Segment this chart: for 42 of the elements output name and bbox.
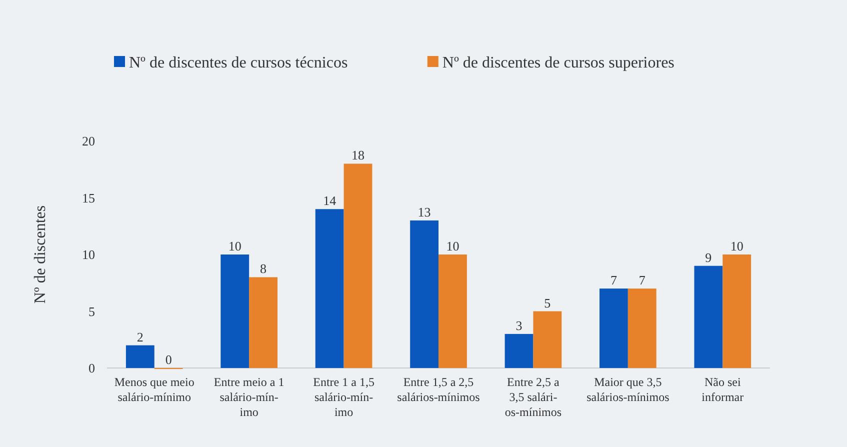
y-tick-label: 0: [88, 360, 95, 376]
bar: [628, 288, 656, 368]
bar: [410, 220, 438, 368]
bar: [126, 345, 154, 368]
x-tick-label: Entre 1 a 1,5 salário-mín- imo: [313, 375, 374, 419]
legend-label: Nº de discentes de cursos superiores: [442, 54, 674, 72]
data-label: 8: [260, 261, 267, 276]
data-label: 18: [351, 148, 364, 163]
data-label: 2: [136, 329, 144, 344]
y-tick-label: 20: [82, 134, 95, 149]
bar: [315, 209, 344, 368]
y-tick-label: 10: [82, 247, 95, 262]
x-tick-label: Entre 2,5 a 3,5 salári- os-mínimos: [504, 375, 562, 419]
data-label: 9: [705, 250, 712, 265]
data-label: 3: [516, 318, 522, 333]
bar: [504, 334, 534, 368]
data-label: 10: [730, 238, 744, 254]
bar: [533, 311, 562, 368]
y-tick-label: 5: [88, 304, 95, 319]
x-tick-label: Maior que 3,5 salários-mínimos: [586, 375, 670, 404]
x-tick-label: Entre 1,5 a 2,5 salários-mínimos: [397, 375, 480, 404]
bar: [344, 164, 372, 368]
data-label: 7: [638, 272, 646, 288]
data-label: 10: [446, 238, 460, 254]
data-label: 10: [228, 238, 242, 254]
legend-label: Nº de discentes de cursos técnicos: [129, 54, 348, 72]
x-tick-label: Menos que meio salário-mínimo: [114, 375, 194, 404]
data-label: 14: [323, 193, 337, 208]
y-axis-title: Nº de discentes: [32, 205, 49, 304]
bar: [220, 254, 250, 368]
bar: [694, 266, 723, 368]
x-tick-label: Entre meio a 1 salário-mín- imo: [214, 375, 284, 419]
data-label: 0: [165, 352, 172, 367]
bar: [600, 288, 628, 368]
bar: [249, 277, 278, 368]
data-label: 7: [610, 272, 618, 288]
data-label: 13: [418, 204, 431, 220]
y-tick-label: 15: [82, 190, 95, 206]
bar: [722, 254, 752, 368]
bar: [438, 254, 467, 368]
data-label: 5: [544, 295, 551, 310]
x-tick-label: Não sei informar: [702, 375, 744, 404]
